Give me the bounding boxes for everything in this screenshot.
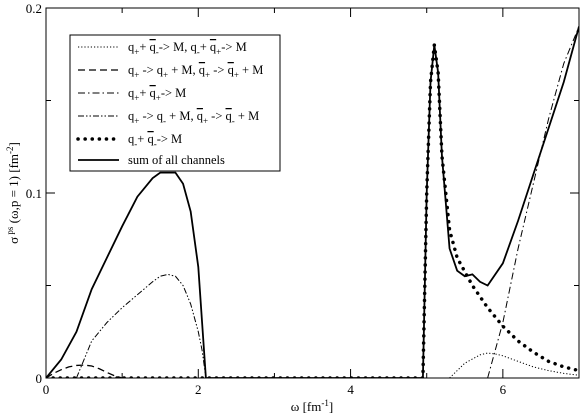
- series-line-q_plus_to_q_minus_M: [75, 273, 207, 378]
- legend-label-q_plus_qbar_plus: q++ q+-> M: [128, 86, 186, 103]
- x-tick-label: 2: [195, 382, 202, 397]
- y-tick-label: 0.1: [26, 186, 42, 201]
- legend-label-q_minus_qbar_minus: q-+ q--> M: [128, 132, 182, 149]
- x-tick-label: 6: [500, 382, 507, 397]
- legend-label-q_plus_to_q_minus_M: q+ -> q- + M, q+ -> q- + M: [128, 109, 259, 126]
- y-axis-label: σ ps (ω,p = 1) [fm-2]: [5, 142, 21, 244]
- series-layer: [46, 26, 579, 378]
- series-line-q_minus_qbar_minus: [46, 44, 579, 378]
- legend-label-sum: sum of all channels: [128, 153, 225, 167]
- legend-box: [69, 34, 281, 172]
- series-line-q_plus_to_q_plus_M: [46, 364, 123, 378]
- y-tick-label: 0.2: [26, 1, 42, 16]
- series-line-sum: [46, 26, 579, 378]
- x-tick-label: 4: [347, 382, 354, 397]
- x-tick-label: 0: [43, 382, 50, 397]
- legend-label-q_plus_to_q_plus_M: q+ -> q+ + M, q+ -> q+ + M: [128, 63, 263, 80]
- series-line-q_plus_qbar_plus: [487, 26, 579, 378]
- legend: q++ q--> M, q-+ q+-> M q+ -> q+ + M, q+ -…: [69, 34, 281, 172]
- series-line-q_plus_qbar_minus: [449, 352, 579, 378]
- legend-label-q_plus_qbar_minus: q++ q--> M, q-+ q+-> M: [128, 40, 247, 57]
- x-axis-label: ω [fm-1]: [291, 398, 333, 414]
- ticks-layer: 0 2 4 6 0 0.1 0.2: [26, 1, 579, 397]
- y-tick-label: 0: [36, 371, 43, 386]
